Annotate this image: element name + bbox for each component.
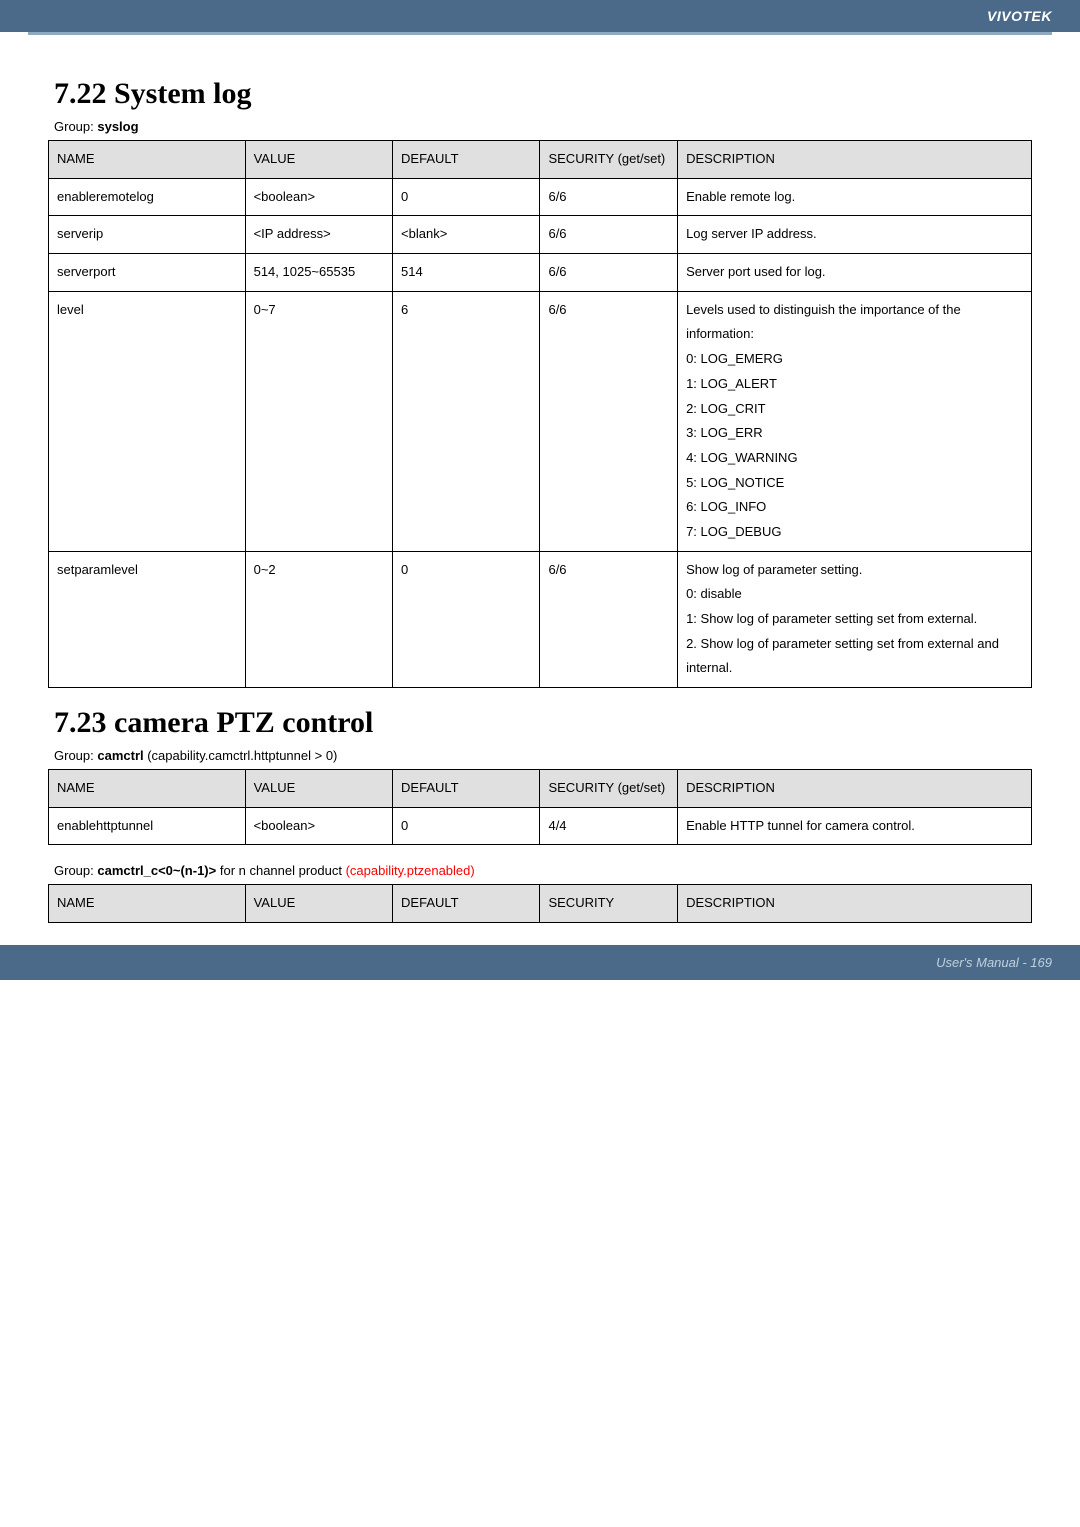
cell-default: 6: [393, 291, 540, 551]
cell-name: serverport: [49, 254, 246, 292]
cell-security: 6/6: [540, 291, 678, 551]
cell-name: enablehttptunnel: [49, 807, 246, 845]
cell-description: Server port used for log.: [678, 254, 1032, 292]
brand-text: VIVOTEK: [987, 8, 1052, 24]
table-row: enableremotelog <boolean> 0 6/6 Enable r…: [49, 178, 1032, 216]
cell-name: serverip: [49, 216, 246, 254]
group-prefix: Group:: [54, 119, 97, 134]
th-default: DEFAULT: [393, 141, 540, 179]
footer-band: User's Manual - 169: [0, 945, 1080, 980]
cell-security: 6/6: [540, 178, 678, 216]
group-label-syslog: Group: syslog: [48, 119, 1032, 134]
table-header-row: NAME VALUE DEFAULT SECURITY (get/set) DE…: [49, 770, 1032, 808]
cell-description: Log server IP address.: [678, 216, 1032, 254]
cell-default: 0: [393, 178, 540, 216]
cell-security: 6/6: [540, 551, 678, 687]
cell-value: <boolean>: [245, 807, 392, 845]
cell-description: Levels used to distinguish the importanc…: [678, 291, 1032, 551]
th-value: VALUE: [245, 770, 392, 808]
header-band: VIVOTEK: [0, 0, 1080, 32]
th-value: VALUE: [245, 885, 392, 923]
table-header-row: NAME VALUE DEFAULT SECURITY DESCRIPTION: [49, 885, 1032, 923]
table-row: enablehttptunnel <boolean> 0 4/4 Enable …: [49, 807, 1032, 845]
syslog-table: NAME VALUE DEFAULT SECURITY (get/set) DE…: [48, 140, 1032, 688]
table-row: serverip <IP address> <blank> 6/6 Log se…: [49, 216, 1032, 254]
cell-security: 4/4: [540, 807, 678, 845]
cell-security: 6/6: [540, 216, 678, 254]
cell-value: 514, 1025~65535: [245, 254, 392, 292]
table-row: level 0~7 6 6/6 Levels used to distingui…: [49, 291, 1032, 551]
th-default: DEFAULT: [393, 770, 540, 808]
camctrl-table: NAME VALUE DEFAULT SECURITY (get/set) DE…: [48, 769, 1032, 845]
section-title-syslog: 7.22 System log: [48, 77, 1032, 111]
th-security: SECURITY (get/set): [540, 141, 678, 179]
group-suffix: for n channel product: [216, 863, 345, 878]
group-prefix: Group:: [54, 863, 97, 878]
th-security: SECURITY: [540, 885, 678, 923]
th-description: DESCRIPTION: [678, 770, 1032, 808]
cell-security: 6/6: [540, 254, 678, 292]
group-name: syslog: [97, 119, 138, 134]
group-note: (capability.camctrl.httptunnel > 0): [144, 748, 338, 763]
cell-name: level: [49, 291, 246, 551]
cell-default: 0: [393, 807, 540, 845]
cell-value: 0~2: [245, 551, 392, 687]
cell-name: enableremotelog: [49, 178, 246, 216]
th-name: NAME: [49, 141, 246, 179]
cell-description: Enable remote log.: [678, 178, 1032, 216]
table-row: serverport 514, 1025~65535 514 6/6 Serve…: [49, 254, 1032, 292]
table-row: setparamlevel 0~2 0 6/6 Show log of para…: [49, 551, 1032, 687]
footer-text: User's Manual - 169: [936, 955, 1052, 970]
section-title-camctrl: 7.23 camera PTZ control: [48, 706, 1032, 740]
group-prefix: Group:: [54, 748, 97, 763]
th-name: NAME: [49, 770, 246, 808]
group-name: camctrl: [97, 748, 143, 763]
th-name: NAME: [49, 885, 246, 923]
cell-default: 514: [393, 254, 540, 292]
cell-default: <blank>: [393, 216, 540, 254]
th-description: DESCRIPTION: [678, 141, 1032, 179]
th-default: DEFAULT: [393, 885, 540, 923]
cell-description: Show log of parameter setting. 0: disabl…: [678, 551, 1032, 687]
th-security: SECURITY (get/set): [540, 770, 678, 808]
group-label-camctrl: Group: camctrl (capability.camctrl.httpt…: [48, 748, 1032, 763]
cell-default: 0: [393, 551, 540, 687]
cell-value: 0~7: [245, 291, 392, 551]
cell-value: <boolean>: [245, 178, 392, 216]
cell-value: <IP address>: [245, 216, 392, 254]
group-name: camctrl_c<0~(n-1)>: [97, 863, 216, 878]
th-value: VALUE: [245, 141, 392, 179]
cell-name: setparamlevel: [49, 551, 246, 687]
page-content: 7.22 System log Group: syslog NAME VALUE…: [0, 35, 1080, 939]
group-capability: (capability.ptzenabled): [346, 863, 475, 878]
th-description: DESCRIPTION: [678, 885, 1032, 923]
cell-description: Enable HTTP tunnel for camera control.: [678, 807, 1032, 845]
camctrl-c-table: NAME VALUE DEFAULT SECURITY DESCRIPTION: [48, 884, 1032, 923]
table-header-row: NAME VALUE DEFAULT SECURITY (get/set) DE…: [49, 141, 1032, 179]
group-label-camctrl-c: Group: camctrl_c<0~(n-1)> for n channel …: [48, 863, 1032, 878]
